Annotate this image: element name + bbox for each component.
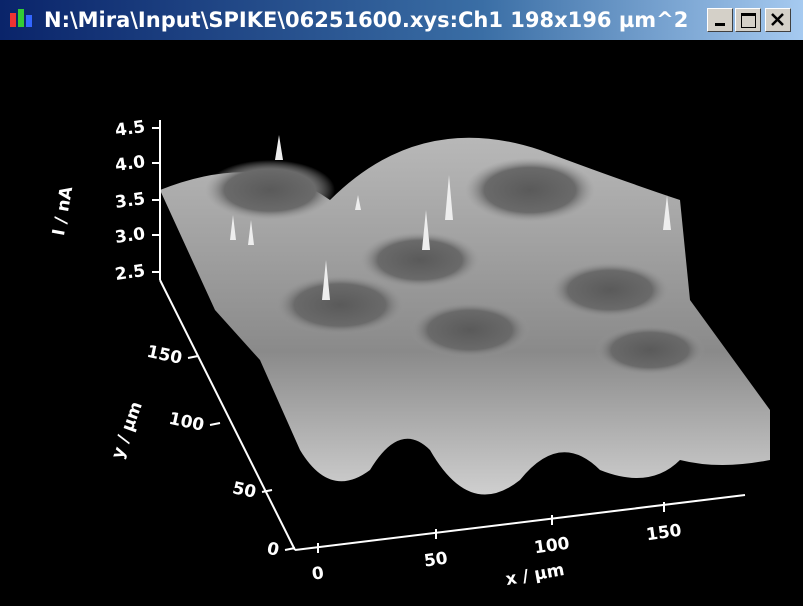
maximize-button[interactable] [735,8,761,32]
close-glyph [771,13,784,26]
surface-dip [410,302,530,358]
y-tick-label: 100 [167,409,206,436]
y-tick-label: 0 [265,539,281,561]
z-axis-label: I / nA [49,184,77,237]
surface-dip [205,160,335,220]
window-title: N:\Mira\Input\SPIKE\06251600.xys:Ch1 198… [44,8,689,32]
y-tick-label: 50 [231,478,258,503]
title-bar: N:\Mira\Input\SPIKE\06251600.xys:Ch1 198… [0,0,803,40]
y-tick [209,422,221,426]
y-axis-label: y / µm [108,399,147,462]
z-tick-label: 4.5 [114,117,147,141]
z-tick-label: 2.5 [114,261,147,285]
x-axis-label: x / µm [504,560,566,590]
y-tick [187,355,199,359]
z-tick-label: 3.5 [114,189,147,213]
surface-dip [465,158,595,222]
minimize-button[interactable] [707,8,733,32]
x-tick-label: 100 [533,534,571,559]
surface-plot: 4.5 4.0 3.5 3.0 2.5 I / nA 0 50 100 150 y / µm 0 50 1… [49,117,770,590]
x-tick-label: 150 [645,521,683,546]
surface-dip [360,232,480,288]
app-icon [10,9,32,27]
close-button[interactable] [765,8,791,32]
x-tick-label: 0 [311,563,326,584]
x-tick-label: 50 [423,548,449,571]
z-tick-label: 3.0 [114,224,147,248]
surface-spike [230,135,671,300]
y-tick [261,489,273,493]
y-tick [284,547,296,551]
z-tick-label: 4.0 [114,152,147,176]
surface-dip [550,262,670,318]
y-tick-label: 150 [145,342,184,369]
surface-dip [595,325,705,375]
surface-dip [275,275,405,335]
